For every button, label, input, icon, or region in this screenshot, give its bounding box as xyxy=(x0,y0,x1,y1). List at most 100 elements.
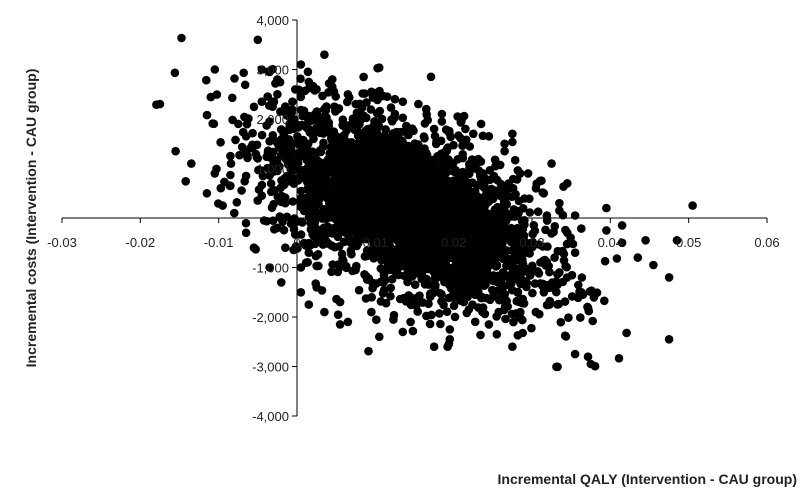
data-point xyxy=(320,307,329,317)
data-point xyxy=(380,131,389,140)
data-point xyxy=(387,219,397,228)
data-point xyxy=(364,346,373,356)
data-point xyxy=(240,80,250,90)
data-point xyxy=(228,93,237,103)
data-point xyxy=(404,130,413,140)
data-point xyxy=(562,273,572,282)
data-point xyxy=(393,236,403,246)
x-tick-label: 0 xyxy=(293,235,300,250)
data-point xyxy=(398,179,408,188)
data-point xyxy=(249,243,259,252)
data-point xyxy=(339,134,349,143)
data-point xyxy=(171,146,180,156)
data-point xyxy=(420,280,430,289)
data-point xyxy=(386,291,395,301)
data-point xyxy=(273,75,282,84)
data-point xyxy=(387,274,397,284)
data-point xyxy=(265,67,274,77)
data-point xyxy=(304,300,314,309)
data-point xyxy=(281,198,290,208)
data-point xyxy=(458,141,467,150)
data-point xyxy=(510,208,519,218)
data-point xyxy=(328,82,337,92)
data-point xyxy=(617,221,627,230)
data-point xyxy=(471,247,481,257)
data-point xyxy=(381,125,390,134)
y-tick-label: 1,000 xyxy=(256,162,289,177)
data-point xyxy=(325,199,334,208)
data-point xyxy=(445,335,455,344)
data-point xyxy=(285,144,294,154)
data-point xyxy=(424,299,433,309)
data-point xyxy=(553,362,562,372)
data-point xyxy=(397,216,406,225)
data-point xyxy=(177,33,186,43)
data-point xyxy=(429,124,439,134)
data-point xyxy=(419,183,429,193)
data-point xyxy=(614,354,624,363)
data-point xyxy=(277,278,286,287)
data-point xyxy=(363,192,372,202)
data-point xyxy=(466,190,475,200)
data-point xyxy=(269,97,279,106)
data-point xyxy=(441,252,450,262)
data-point xyxy=(518,204,528,213)
data-point xyxy=(237,186,246,195)
data-point xyxy=(287,108,297,118)
data-point xyxy=(312,283,321,292)
data-point xyxy=(432,191,442,200)
data-point xyxy=(550,253,559,262)
data-point xyxy=(378,233,387,242)
data-point xyxy=(414,99,423,109)
data-point xyxy=(326,181,335,190)
data-point xyxy=(502,193,511,202)
data-point xyxy=(371,215,380,224)
data-point xyxy=(413,183,423,193)
data-point xyxy=(476,119,486,129)
data-point xyxy=(318,91,327,101)
data-point xyxy=(299,139,309,148)
data-point xyxy=(320,104,329,114)
data-point xyxy=(269,147,278,157)
data-point xyxy=(202,75,211,85)
data-point xyxy=(407,207,416,216)
data-point xyxy=(448,279,458,288)
data-point xyxy=(404,216,414,226)
data-point xyxy=(257,191,267,200)
data-point xyxy=(265,263,274,272)
data-point xyxy=(301,241,311,250)
y-tick-label: -1,000 xyxy=(252,261,289,276)
data-point xyxy=(155,99,165,109)
data-point xyxy=(331,92,341,101)
data-point xyxy=(413,213,422,223)
data-point xyxy=(649,260,658,270)
data-point xyxy=(492,330,502,339)
data-point xyxy=(273,223,282,233)
data-point xyxy=(274,141,284,151)
data-point xyxy=(420,144,429,153)
data-point xyxy=(570,211,580,220)
data-point xyxy=(539,189,549,198)
data-point xyxy=(231,135,240,145)
data-point xyxy=(484,320,494,329)
data-point xyxy=(234,119,243,129)
y-tick-label: -4,000 xyxy=(252,409,289,424)
data-point xyxy=(458,287,468,297)
data-point xyxy=(318,174,328,184)
data-point xyxy=(434,180,443,190)
data-point xyxy=(387,117,397,126)
data-point xyxy=(334,214,344,223)
data-point xyxy=(373,142,383,151)
data-point xyxy=(402,121,411,131)
data-point xyxy=(493,202,502,212)
data-point xyxy=(266,179,276,188)
data-point xyxy=(544,261,553,271)
data-point xyxy=(370,200,380,209)
data-point xyxy=(486,217,496,227)
data-point xyxy=(341,161,351,170)
x-tick-label: 0.05 xyxy=(676,235,701,250)
data-point xyxy=(431,266,441,276)
data-point xyxy=(268,216,278,225)
data-point xyxy=(570,248,580,257)
data-point xyxy=(479,229,488,239)
